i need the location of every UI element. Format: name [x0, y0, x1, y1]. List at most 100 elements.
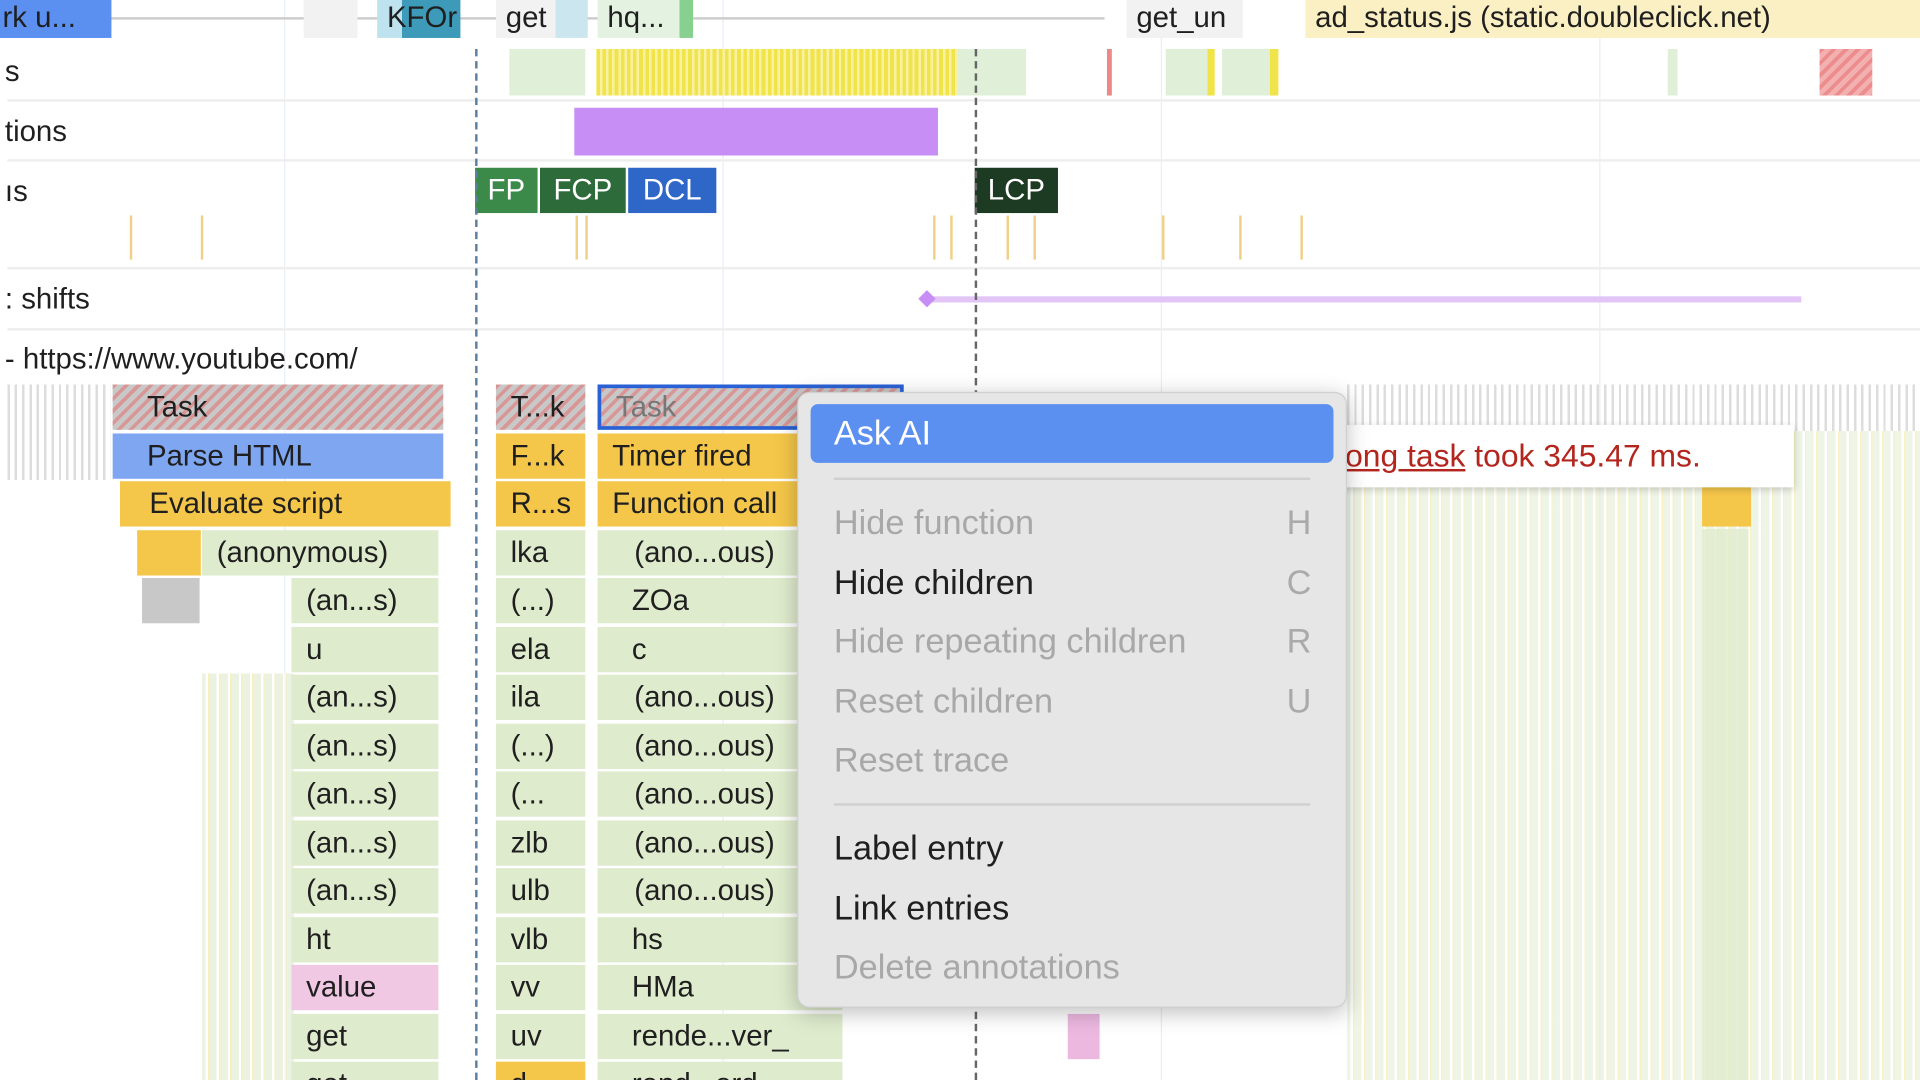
menu-item-hide-repeating-children[interactable]: Hide repeating children R — [811, 612, 1334, 671]
menu-item-hide-function[interactable]: Hide function H — [811, 493, 1334, 552]
network-request[interactable]: get — [495, 0, 588, 38]
flame-entry[interactable]: (an...s) — [291, 723, 439, 769]
flame-entry[interactable] — [1067, 1013, 1100, 1059]
menu-item-label: Reset children — [833, 682, 1054, 721]
flame-entry[interactable]: (an...s) — [291, 674, 439, 721]
network-request[interactable] — [303, 0, 358, 38]
flame-entry[interactable] — [137, 529, 201, 575]
small-calls — [1346, 431, 1920, 1080]
flame-entry[interactable]: u — [291, 626, 439, 672]
flame-entry[interactable]: Parse HTML — [112, 432, 444, 479]
flame-entry[interactable]: ulb — [495, 868, 586, 914]
flame-entry[interactable]: R...s — [495, 481, 586, 527]
flame-entry[interactable]: (an...s) — [291, 577, 439, 624]
menu-item-label: Reset trace — [833, 740, 1010, 779]
frame[interactable] — [1165, 48, 1215, 96]
flame-entry[interactable]: get — [291, 1061, 439, 1080]
frame[interactable] — [509, 48, 586, 96]
small-tasks — [7, 384, 111, 481]
timing-fp-marker[interactable]: FP — [475, 167, 538, 214]
flame-entry[interactable]: F...k — [495, 432, 586, 479]
frame[interactable] — [1222, 48, 1279, 96]
flame-entry[interactable]: (... — [495, 771, 586, 817]
network-request-label: ad_status.js (static.doubleclick.net) — [1315, 1, 1771, 35]
flame-entry[interactable]: (...) — [495, 577, 586, 624]
menu-item-label: Hide children — [833, 563, 1034, 602]
timing-tick — [1033, 215, 1036, 260]
interaction-bar[interactable] — [574, 107, 938, 156]
menu-item-link-entries[interactable]: Link entries — [811, 879, 1334, 938]
flame-entry[interactable]: (an...s) — [291, 868, 439, 914]
frames-dropped[interactable] — [596, 48, 958, 96]
flame-entry[interactable]: value — [291, 964, 439, 1011]
track-label-interactions: tions — [4, 115, 67, 149]
timing-fcp-marker[interactable]: FCP — [540, 167, 626, 214]
divider — [7, 328, 1920, 331]
context-menu[interactable]: Ask AI Hide function H Hide children C Hide r… — [797, 391, 1347, 1008]
network-request-label: rk u... — [2, 1, 76, 35]
menu-item-delete-annotations[interactable]: Delete annotations — [811, 938, 1334, 997]
flame-entry[interactable]: (an...s) — [291, 771, 439, 817]
menu-item-shortcut: U — [1286, 682, 1312, 721]
flame-entry[interactable]: uv — [495, 1013, 586, 1059]
timing-tick — [1300, 215, 1303, 260]
flame-entry[interactable]: ht — [291, 916, 439, 962]
tooltip-text: took 345.47 ms. — [1465, 437, 1701, 474]
flame-entry[interactable]: Task — [112, 384, 444, 430]
frame[interactable] — [1667, 48, 1678, 96]
long-task-link[interactable]: Long task — [1327, 437, 1466, 474]
small-tasks — [1346, 384, 1920, 432]
flame-entry[interactable] — [1702, 482, 1752, 527]
network-request-label: get_un — [1136, 1, 1227, 35]
flame-entry[interactable]: (anonymous) — [202, 529, 439, 575]
flame-entry[interactable]: lka — [495, 529, 586, 575]
network-request[interactable]: hq... — [597, 0, 694, 38]
flame-entry[interactable]: T...k — [495, 384, 586, 430]
timing-tick — [1239, 215, 1242, 260]
flame-entry[interactable]: vv — [495, 964, 586, 1011]
frame[interactable] — [1106, 48, 1112, 96]
flame-entry[interactable] — [142, 577, 200, 624]
frame[interactable] — [957, 48, 1027, 96]
flame-entry[interactable]: rend...ord — [597, 1061, 843, 1080]
flame-entry[interactable]: ela — [495, 626, 586, 672]
network-request-label: hq... — [607, 1, 665, 35]
flame-entry[interactable]: rende...ver_ — [597, 1013, 843, 1059]
timing-tick — [1006, 215, 1009, 260]
flame-entry[interactable]: vlb — [495, 916, 586, 962]
flame-entry[interactable]: get — [291, 1013, 439, 1059]
network-request[interactable]: get_un — [1126, 0, 1243, 38]
divider — [7, 266, 1920, 270]
network-request-label: KFOr — [386, 1, 458, 35]
flame-entry[interactable]: zlb — [495, 819, 586, 866]
track-label-main-thread[interactable]: - https://www.youtube.com/ — [4, 342, 358, 376]
timing-tick — [950, 215, 953, 260]
flame-entry[interactable] — [1702, 528, 1749, 1080]
menu-item-ask-ai[interactable]: Ask AI — [810, 404, 1334, 463]
network-request[interactable]: ad_status.js (static.doubleclick.net) — [1305, 0, 1920, 38]
flame-entry[interactable]: (an...s) — [291, 819, 439, 866]
menu-item-reset-trace[interactable]: Reset trace — [811, 731, 1334, 790]
network-request[interactable]: KFOr — [377, 0, 461, 38]
timing-tick — [129, 215, 133, 260]
track-label-layout-shifts: : shifts — [4, 282, 90, 316]
flame-entry[interactable]: ila — [495, 674, 586, 721]
network-request[interactable]: rk u... — [0, 0, 112, 38]
frame-dropped[interactable] — [1819, 48, 1873, 96]
menu-item-label-entry[interactable]: Label entry — [811, 819, 1334, 878]
menu-item-shortcut: H — [1286, 503, 1312, 542]
menu-item-label: Hide repeating children — [833, 622, 1187, 661]
timing-dcl-marker[interactable]: DCL — [628, 167, 717, 214]
divider — [7, 99, 1920, 102]
timing-lcp-marker[interactable]: LCP — [974, 167, 1058, 214]
flame-entry[interactable]: Evaluate script — [120, 481, 451, 527]
menu-separator — [833, 477, 1311, 481]
menu-item-label: Label entry — [833, 828, 1004, 867]
layout-shift-diamond-icon[interactable] — [918, 290, 936, 308]
layout-shift-cluster[interactable] — [928, 296, 1802, 303]
menu-item-hide-children[interactable]: Hide children C — [811, 553, 1334, 612]
flame-entry[interactable]: d — [495, 1061, 586, 1080]
menu-item-reset-children[interactable]: Reset children U — [811, 672, 1334, 731]
flame-entry[interactable]: (...) — [495, 723, 586, 769]
